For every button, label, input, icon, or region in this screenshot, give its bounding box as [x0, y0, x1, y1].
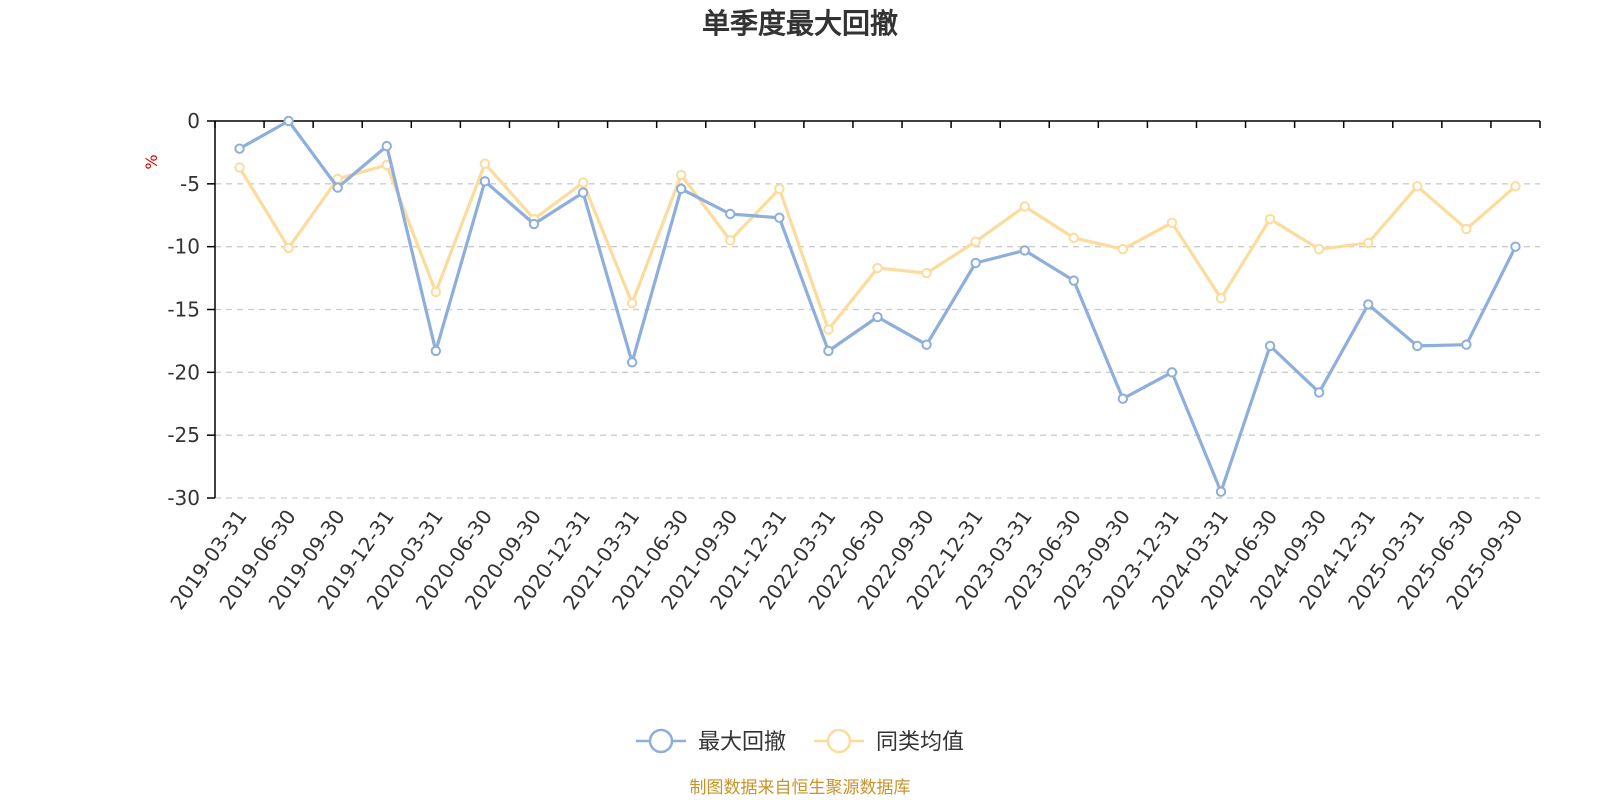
- data-point[interactable]: [479, 176, 491, 187]
- data-point[interactable]: [577, 187, 589, 198]
- y-tick-label: -20: [167, 360, 200, 384]
- data-point[interactable]: [1461, 223, 1472, 235]
- axes: 0-5-10-15-20-25-302019-03-312019-06-3020…: [165, 109, 1541, 614]
- y-tick-label: -5: [180, 172, 200, 196]
- series-layer: [234, 115, 1521, 497]
- y-tick-label: -10: [167, 235, 200, 259]
- y-tick-label: -25: [167, 423, 200, 447]
- data-point[interactable]: [381, 140, 392, 152]
- data-point[interactable]: [1166, 367, 1178, 378]
- data-point[interactable]: [1264, 340, 1276, 352]
- data-point[interactable]: [1019, 245, 1030, 256]
- data-point[interactable]: [872, 262, 883, 274]
- data-point[interactable]: [1117, 243, 1129, 255]
- data-point[interactable]: [234, 162, 245, 173]
- series-1: [234, 115, 1521, 497]
- legend-label: 同类均值: [876, 730, 964, 755]
- data-point[interactable]: [725, 235, 736, 246]
- data-point[interactable]: [430, 286, 442, 298]
- y-axis-unit: %: [142, 154, 161, 169]
- legend-label: 最大回撤: [698, 730, 786, 755]
- legend-circle-icon: [648, 728, 674, 754]
- data-point[interactable]: [1313, 387, 1325, 398]
- data-point[interactable]: [626, 298, 638, 309]
- legend-item-1[interactable]: 最大回撤: [636, 728, 786, 755]
- data-point[interactable]: [1019, 201, 1030, 212]
- data-point[interactable]: [1313, 243, 1325, 255]
- data-point[interactable]: [332, 182, 343, 193]
- data-point[interactable]: [725, 208, 736, 220]
- grid-lines: [215, 183, 1540, 499]
- y-tick-label: 0: [187, 109, 200, 133]
- data-point[interactable]: [676, 183, 687, 195]
- series-2: [234, 158, 1521, 335]
- data-point[interactable]: [1412, 340, 1423, 352]
- data-point[interactable]: [234, 143, 245, 154]
- data-point[interactable]: [774, 212, 785, 223]
- data-point[interactable]: [626, 357, 638, 368]
- data-point[interactable]: [528, 218, 540, 230]
- data-point[interactable]: [921, 267, 932, 279]
- data-point[interactable]: [283, 115, 294, 127]
- data-point[interactable]: [1068, 232, 1079, 244]
- data-point[interactable]: [1166, 217, 1178, 228]
- data-point[interactable]: [774, 183, 785, 195]
- data-point[interactable]: [872, 311, 883, 323]
- data-point[interactable]: [1412, 181, 1423, 192]
- data-point[interactable]: [1510, 181, 1521, 192]
- data-point[interactable]: [1068, 275, 1079, 286]
- data-point[interactable]: [1117, 393, 1129, 404]
- data-point[interactable]: [1461, 339, 1472, 350]
- source-note: 制图数据来自恒生聚源数据库: [690, 778, 911, 798]
- chart-title: 单季度最大回撤: [702, 7, 898, 40]
- y-tick-label: -15: [167, 298, 200, 322]
- data-point[interactable]: [479, 158, 491, 169]
- data-point[interactable]: [1264, 213, 1276, 225]
- data-point[interactable]: [970, 257, 981, 269]
- legend-circle-icon: [826, 728, 852, 754]
- data-point[interactable]: [921, 339, 932, 350]
- data-point[interactable]: [823, 345, 834, 357]
- data-point[interactable]: [970, 236, 981, 247]
- data-point[interactable]: [577, 177, 589, 188]
- y-tick-label: -30: [167, 486, 200, 510]
- data-point[interactable]: [1510, 241, 1521, 252]
- data-point[interactable]: [1215, 486, 1227, 497]
- series-line: [237, 119, 1518, 494]
- data-point[interactable]: [823, 324, 834, 335]
- legend-item-2[interactable]: 同类均值: [814, 728, 964, 755]
- data-point[interactable]: [1363, 237, 1374, 249]
- data-point[interactable]: [676, 169, 687, 181]
- legend[interactable]: 最大回撤 同类均值: [636, 728, 964, 755]
- data-point[interactable]: [1215, 292, 1227, 304]
- data-point[interactable]: [1363, 299, 1374, 310]
- data-point[interactable]: [283, 242, 294, 254]
- data-point[interactable]: [430, 345, 442, 357]
